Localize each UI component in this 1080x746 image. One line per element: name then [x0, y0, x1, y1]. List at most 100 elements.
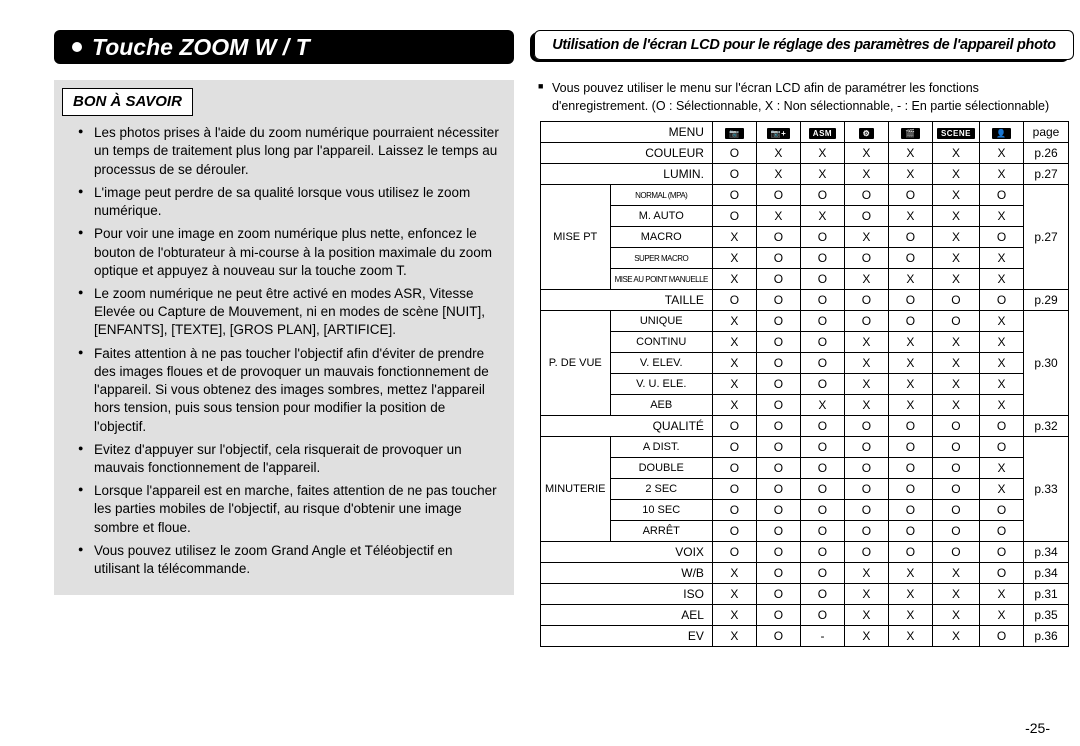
cell: O [756, 521, 800, 542]
cell: O [712, 437, 756, 458]
page-ref: p.32 [1024, 416, 1069, 437]
cell: O [712, 290, 756, 311]
sub-label: ARRÊT [610, 521, 712, 542]
cell: O [888, 290, 932, 311]
cell: X [800, 143, 844, 164]
header-menu: MENU [541, 122, 713, 143]
cell: X [712, 332, 756, 353]
cell: X [932, 332, 979, 353]
cell: X [980, 395, 1024, 416]
right-title-text: Utilisation de l'écran LCD pour le régla… [552, 37, 1056, 53]
cell: X [980, 164, 1024, 185]
cell: O [800, 332, 844, 353]
cell: O [932, 500, 979, 521]
info-heading: BON À SAVOIR [62, 88, 193, 116]
row-label: VOIX [541, 542, 713, 563]
cell: X [980, 584, 1024, 605]
cell: O [888, 500, 932, 521]
sub-label: A DIST. [610, 437, 712, 458]
cell: O [800, 290, 844, 311]
cell: X [888, 605, 932, 626]
cell: O [888, 521, 932, 542]
cell: O [888, 248, 932, 269]
cell: X [800, 395, 844, 416]
cell: O [756, 437, 800, 458]
header-icon: ⚙ [844, 122, 888, 143]
cell: O [712, 143, 756, 164]
cell: X [712, 353, 756, 374]
cell: O [844, 311, 888, 332]
cell: O [980, 500, 1024, 521]
info-list: Les photos prises à l'aide du zoom numér… [54, 124, 514, 578]
cell: O [756, 332, 800, 353]
cell: O [800, 353, 844, 374]
cell: X [980, 206, 1024, 227]
cell: X [712, 311, 756, 332]
page-ref: p.27 [1024, 164, 1069, 185]
row-label: LUMIN. [541, 164, 713, 185]
cell: X [844, 227, 888, 248]
cell: X [932, 143, 979, 164]
cell: O [756, 269, 800, 290]
cell: O [800, 416, 844, 437]
cell: O [844, 500, 888, 521]
cell: O [756, 311, 800, 332]
cell: X [980, 374, 1024, 395]
group-label: MISE PT [541, 185, 611, 290]
cell: O [844, 248, 888, 269]
cell: X [888, 269, 932, 290]
parameters-table: MENU📷📷+ASM⚙🎬SCENE👤pageCOULEUROXXXXXXp.26… [540, 121, 1069, 647]
cell: O [756, 290, 800, 311]
sub-label: 10 SEC [610, 500, 712, 521]
cell: X [888, 626, 932, 647]
cell: X [932, 227, 979, 248]
bullet-icon [72, 42, 82, 52]
cell: O [932, 479, 979, 500]
info-item: Les photos prises à l'aide du zoom numér… [84, 124, 500, 179]
cell: X [712, 563, 756, 584]
cell: O [932, 437, 979, 458]
cell: O [712, 479, 756, 500]
cell: O [844, 206, 888, 227]
cell: X [712, 605, 756, 626]
cell: X [712, 248, 756, 269]
cell: O [844, 185, 888, 206]
cell: X [888, 332, 932, 353]
cell: O [800, 521, 844, 542]
cell: X [932, 164, 979, 185]
cell: O [756, 584, 800, 605]
info-item: Lorsque l'appareil est en marche, faites… [84, 482, 500, 537]
cell: X [712, 395, 756, 416]
cell: X [888, 395, 932, 416]
cell: O [800, 458, 844, 479]
cell: X [712, 227, 756, 248]
page-ref: p.34 [1024, 563, 1069, 584]
cell: X [932, 206, 979, 227]
cell: X [844, 605, 888, 626]
cell: O [756, 500, 800, 521]
cell: O [756, 563, 800, 584]
info-item: Le zoom numérique ne peut être activé en… [84, 285, 500, 340]
row-label: TAILLE [541, 290, 713, 311]
cell: O [712, 500, 756, 521]
cell: O [980, 626, 1024, 647]
cell: O [712, 185, 756, 206]
info-item: Faites attention à ne pas toucher l'obje… [84, 345, 500, 436]
cell: O [844, 479, 888, 500]
header-icon: 🎬 [888, 122, 932, 143]
cell: O [888, 479, 932, 500]
cell: O [844, 521, 888, 542]
cell: O [756, 248, 800, 269]
cell: X [932, 584, 979, 605]
cell: O [756, 605, 800, 626]
page-ref: p.34 [1024, 542, 1069, 563]
cell: O [800, 185, 844, 206]
cell: O [756, 374, 800, 395]
cell: X [888, 584, 932, 605]
cell: O [712, 206, 756, 227]
info-item: Pour voir une image en zoom numérique pl… [84, 225, 500, 280]
cell: O [932, 458, 979, 479]
cell: O [712, 542, 756, 563]
cell: O [888, 542, 932, 563]
cell: X [932, 605, 979, 626]
